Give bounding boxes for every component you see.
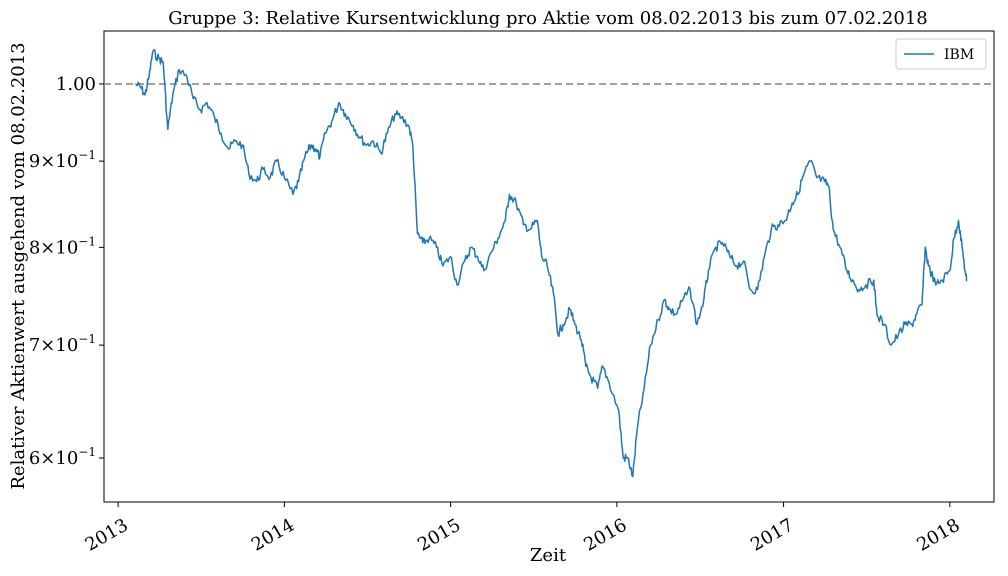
legend: IBM <box>895 38 987 70</box>
legend-label-ibm: IBM <box>944 47 974 63</box>
series-line-ibm <box>135 49 968 478</box>
y-axis-ticks: 6×10−1 7×10−1 8×10−1 9×10−1 1.00 <box>29 74 104 469</box>
legend-box <box>895 38 987 70</box>
plot-frame <box>103 30 995 503</box>
x-tick-label: 2017 <box>747 515 797 556</box>
chart-title: Gruppe 3: Relative Kursentwicklung pro A… <box>168 8 927 29</box>
x-tick-label: 2014 <box>248 515 298 556</box>
x-tick-label: 2018 <box>913 515 963 556</box>
x-axis-ticks: 2013 2014 2015 2016 2017 2018 <box>82 502 964 556</box>
plot-area <box>103 30 995 503</box>
y-tick-label: 9×10−1 <box>29 148 96 172</box>
x-axis-label: Zeit <box>530 545 567 566</box>
y-tick-label: 7×10−1 <box>29 332 96 356</box>
y-tick-label: 6×10−1 <box>29 445 96 469</box>
y-tick-label: 1.00 <box>56 74 96 95</box>
x-tick-label: 2016 <box>580 515 630 556</box>
x-tick-label: 2015 <box>414 515 464 556</box>
x-tick-label: 2013 <box>82 515 132 556</box>
y-tick-label: 8×10−1 <box>29 234 96 258</box>
y-axis-label: Relativer Aktienwert ausgehend vom 08.02… <box>8 42 29 489</box>
